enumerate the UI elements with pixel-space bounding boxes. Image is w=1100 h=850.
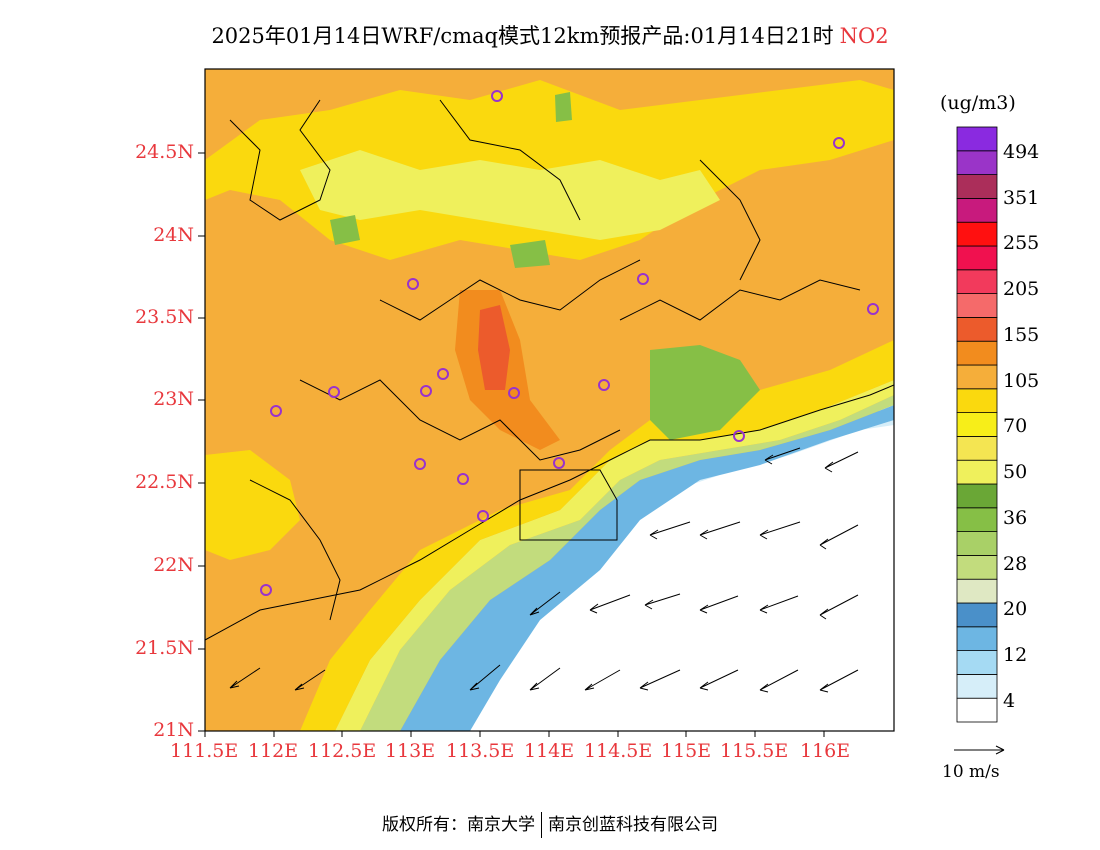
lat-label: 22.5N <box>135 471 194 493</box>
lon-label: 113E <box>385 740 436 762</box>
colorbar-label: 205 <box>1003 278 1040 300</box>
lon-label: 112.5E <box>308 740 377 762</box>
copyright-footer: 版权所有：南京大学 南京创蓝科技有限公司 <box>0 810 1100 838</box>
colorbar-swatch <box>956 507 998 532</box>
lon-label: 114E <box>524 740 575 762</box>
lat-label: 22N <box>153 554 194 576</box>
colorbar-swatch <box>956 245 998 271</box>
colorbar-label: 255 <box>1003 232 1040 254</box>
lon-label: 112E <box>248 740 299 762</box>
lat-label: 21N <box>153 719 194 741</box>
colorbar-swatch <box>956 150 998 176</box>
lon-label: 113.5E <box>446 740 515 762</box>
colorbar-label: 50 <box>1003 461 1028 483</box>
colorbar-swatch <box>956 340 998 366</box>
colorbar-swatch <box>956 578 998 604</box>
lon-label: 111.5E <box>170 740 239 762</box>
colorbar-swatch <box>956 697 998 723</box>
colorbar-label: 155 <box>1003 324 1040 346</box>
colorbar-label: 4 <box>1003 690 1016 712</box>
colorbar-label: 494 <box>1003 141 1040 163</box>
wind-scale-arrow <box>954 745 1005 755</box>
map-title: 2025年01月14日WRF/cmaq模式12km预报产品:01月14日21时 N… <box>211 24 889 48</box>
colorbar-label: 12 <box>1003 644 1028 666</box>
colorbar-swatch <box>956 269 998 294</box>
colorbar-swatch <box>956 316 998 342</box>
colorbar-swatch <box>956 364 998 390</box>
lon-label: 116E <box>800 740 851 762</box>
lat-label: 24.5N <box>135 141 194 163</box>
colorbar-swatch <box>956 412 998 437</box>
colorbar-swatch <box>956 221 998 247</box>
colorbar-swatch <box>956 483 998 509</box>
colorbar-label: 36 <box>1003 507 1028 529</box>
colorbar-swatch <box>956 531 998 556</box>
colorbar-swatch <box>956 197 998 223</box>
lon-label: 114.5E <box>584 740 653 762</box>
colorbar-swatch <box>956 674 998 699</box>
colorbar-swatch <box>956 435 998 461</box>
lat-label: 23N <box>153 388 194 410</box>
colorbar-swatch <box>956 602 998 628</box>
colorbar-swatch <box>956 650 998 675</box>
lat-label: 23.5N <box>135 306 194 328</box>
colorbar-label: 70 <box>1003 415 1028 437</box>
lon-label: 115E <box>661 740 712 762</box>
colorbar-swatch <box>956 459 998 485</box>
lat-label: 21.5N <box>135 637 194 659</box>
colorbar-swatch <box>956 555 998 580</box>
colorbar-unit: (ug/m3) <box>940 92 1016 114</box>
colorbar-label: 20 <box>1003 598 1028 620</box>
colorbar-swatch <box>956 174 998 199</box>
wind-scale-label: 10 m/s <box>942 762 1000 782</box>
lon-label: 115.5E <box>720 740 789 762</box>
colorbar-swatch <box>956 293 998 318</box>
colorbar-swatch <box>956 388 998 413</box>
colorbar-swatch <box>956 126 998 152</box>
colorbar-label: 105 <box>1003 370 1040 392</box>
colorbar-label: 351 <box>1003 187 1040 209</box>
lat-label: 24N <box>153 224 194 246</box>
colorbar-label: 28 <box>1003 553 1028 575</box>
colorbar <box>956 126 998 723</box>
colorbar-swatch <box>956 626 998 651</box>
